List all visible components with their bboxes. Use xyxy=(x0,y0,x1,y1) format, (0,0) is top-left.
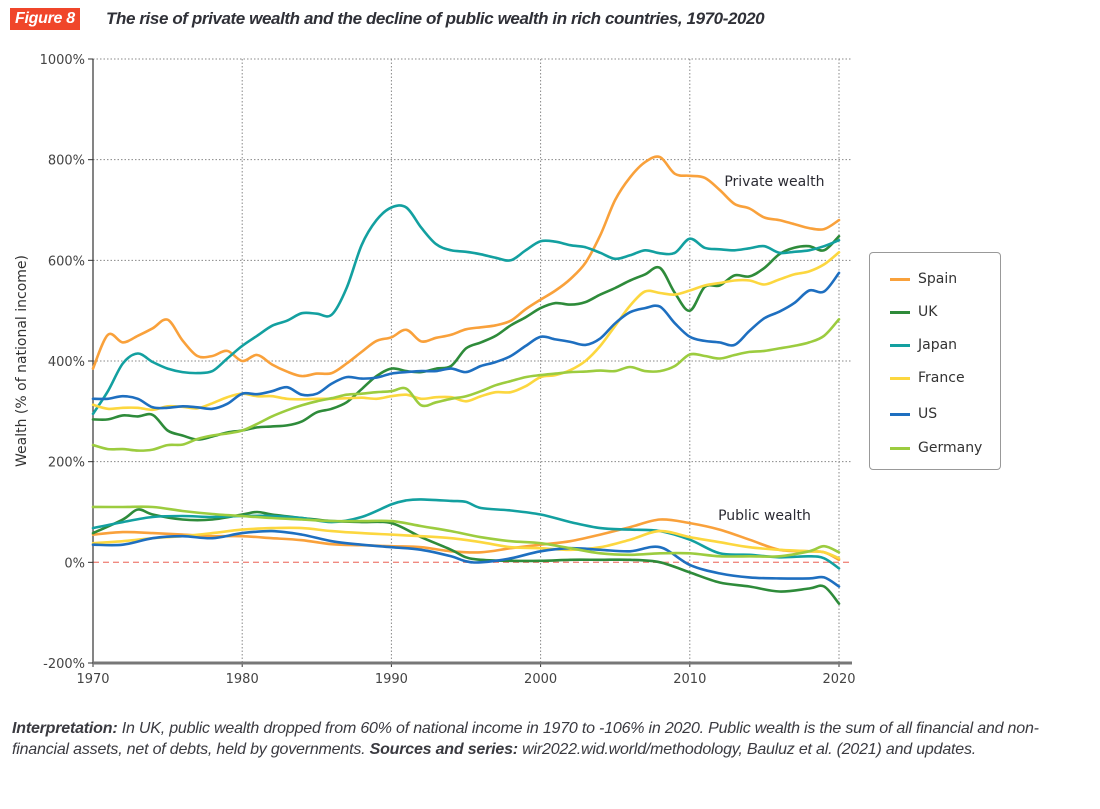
legend-label: Germany xyxy=(918,440,983,456)
x-tick-label: 2000 xyxy=(524,672,557,687)
x-tick-label: 2020 xyxy=(822,672,855,687)
interpretation-note: Interpretation: In UK, public wealth dro… xyxy=(12,718,1072,760)
y-tick-label: 400% xyxy=(48,355,85,370)
grid xyxy=(93,58,852,663)
legend-swatch xyxy=(890,376,910,380)
x-tick-label: 1990 xyxy=(375,672,408,687)
y-axis-title: Wealth (% of national income) xyxy=(14,255,30,467)
annotation-private-wealth: Private wealth xyxy=(724,174,824,190)
interpretation-label: Interpretation: xyxy=(12,720,118,737)
tick-labels: -200% 0% 200% 400% 600% 800% 1000% 1970 1980 1990… xyxy=(40,53,856,687)
legend-item-spain: Spain xyxy=(890,269,957,289)
legend-label: France xyxy=(918,370,965,386)
y-tick-label: 1000% xyxy=(40,53,85,68)
legend: Spain UK Japan France US Germany xyxy=(869,252,1001,470)
sources-text: wir2022.wid.world/methodology, Bauluz et… xyxy=(517,741,977,758)
legend-swatch xyxy=(890,343,910,347)
series-lines xyxy=(91,155,841,605)
x-tick-label: 2010 xyxy=(673,672,706,687)
legend-swatch xyxy=(890,310,910,314)
y-tick-label: 800% xyxy=(48,154,85,169)
x-tick-label: 1980 xyxy=(226,672,259,687)
figure-title: The rise of private wealth and the decli… xyxy=(106,9,765,28)
series-line-private-germany xyxy=(91,317,841,452)
y-tick-label: -200% xyxy=(43,657,85,672)
series-line-private-us xyxy=(91,271,841,411)
series-line-private-spain xyxy=(91,155,841,378)
legend-item-us: US xyxy=(890,404,937,424)
series-line-private-france xyxy=(91,251,841,412)
axes xyxy=(88,58,852,667)
x-tick-label: 1970 xyxy=(76,672,109,687)
legend-swatch xyxy=(890,412,910,416)
legend-label: Japan xyxy=(918,337,958,353)
legend-swatch xyxy=(890,277,910,281)
series-line-public-us xyxy=(91,529,841,588)
legend-label: UK xyxy=(918,304,938,320)
y-tick-label: 600% xyxy=(48,254,85,269)
legend-item-uk: UK xyxy=(890,302,937,322)
series-line-public-france xyxy=(91,526,841,560)
series-line-public-uk xyxy=(91,508,841,605)
interpretation-text: In UK, public wealth dropped from 60% of… xyxy=(12,720,1039,758)
figure-badge: Figure 8 xyxy=(10,8,80,30)
line-chart: -200% 0% 200% 400% 600% 800% 1000% 1970 1980 1990… xyxy=(14,53,856,687)
legend-swatch xyxy=(890,446,910,450)
sources-label: Sources and series: xyxy=(369,741,518,758)
y-tick-label: 0% xyxy=(64,556,85,571)
series-line-public-germany xyxy=(91,505,841,558)
series-line-private-japan xyxy=(91,204,841,416)
legend-item-japan: Japan xyxy=(890,335,957,355)
legend-label: Spain xyxy=(918,271,958,287)
y-tick-label: 200% xyxy=(48,456,85,471)
legend-item-france: France xyxy=(890,368,965,388)
legend-item-germany: Germany xyxy=(890,438,982,458)
legend-label: US xyxy=(918,406,938,422)
annotation-public-wealth: Public wealth xyxy=(718,508,811,524)
